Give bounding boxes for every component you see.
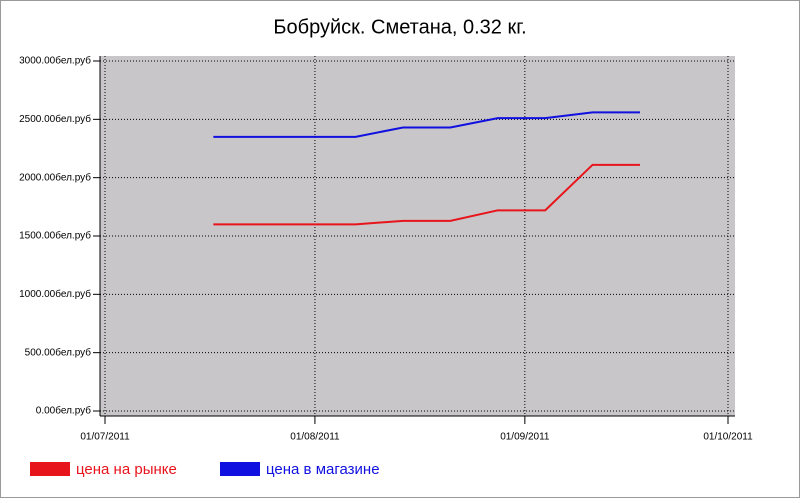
- series-line: [213, 111, 640, 138]
- y-tick-label: 2500.00бел.руб: [19, 113, 91, 125]
- chart-title: Бобруйск. Сметана, 0.32 кг.: [273, 16, 526, 38]
- x-tick-label: 01/07/2011: [80, 432, 130, 443]
- y-tick-label: 1000.00бел.руб: [19, 288, 91, 300]
- x-tick-label: 01/10/2011: [703, 432, 753, 443]
- legend-label: цена в магазине: [266, 461, 380, 478]
- x-tick-label: 01/08/2011: [290, 432, 340, 443]
- y-tick-label: 0.00бел.руб: [36, 405, 91, 417]
- legend-swatch: [220, 462, 260, 476]
- plot-area: [100, 56, 735, 416]
- y-tick-label: 3000.00бел.руб: [19, 55, 91, 67]
- legend-swatch: [30, 462, 70, 476]
- x-tick-label: 01/09/2011: [500, 432, 550, 443]
- y-tick-label: 1500.00бел.руб: [19, 230, 91, 242]
- y-tick-label: 500.00бел.руб: [25, 346, 92, 358]
- y-tick-label: 2000.00бел.руб: [19, 171, 91, 183]
- series-line: [213, 163, 640, 226]
- legend-label: цена на рынке: [76, 461, 177, 478]
